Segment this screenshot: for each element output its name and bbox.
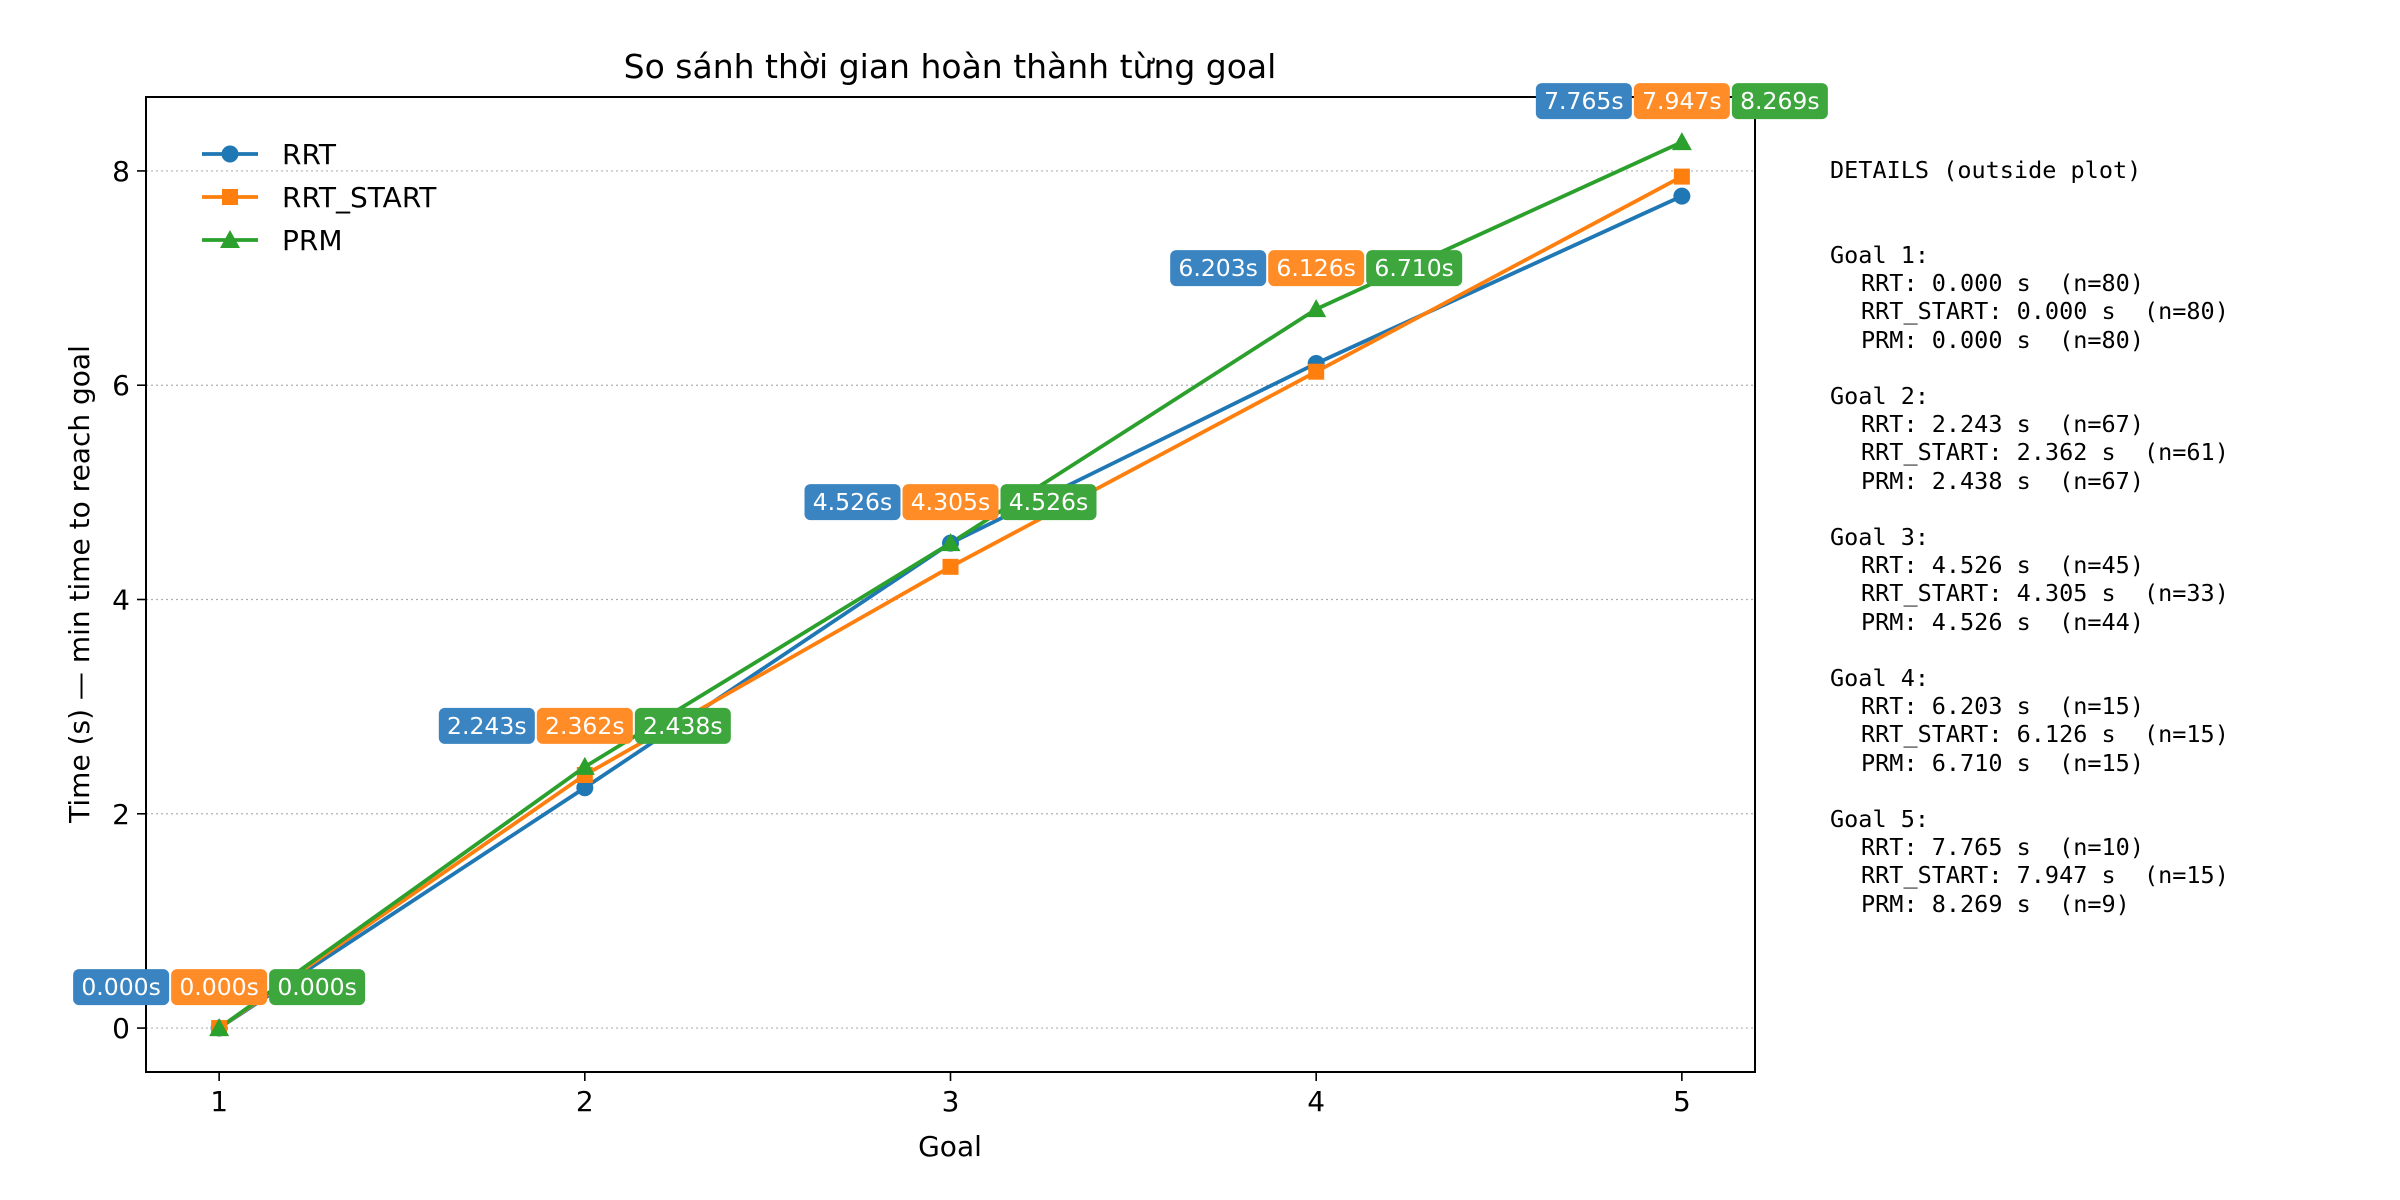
value-label-box <box>1000 484 1097 521</box>
value-label: 0.000s <box>277 973 357 1001</box>
details-goal-line: PRM: 4.526 s (n=44) <box>1861 607 2144 636</box>
details-goal-line: RRT: 7.765 s (n=10) <box>1861 833 2144 862</box>
details-goal-line: RRT: 6.203 s (n=15) <box>1861 692 2144 721</box>
legend-marker <box>222 189 238 205</box>
data-point <box>940 533 961 552</box>
details-goal-line: PRM: 8.269 s (n=9) <box>1861 889 2130 918</box>
y-tick-label: 4 <box>112 584 130 617</box>
value-label-box <box>171 969 268 1006</box>
value-label: 4.305s <box>911 488 991 516</box>
value-label-box <box>73 969 170 1006</box>
data-point <box>576 779 594 797</box>
details-goal-line: RRT: 4.526 s (n=45) <box>1861 551 2144 580</box>
value-label-box <box>1535 83 1632 120</box>
x-tick-label: 5 <box>1673 1085 1691 1118</box>
series-line-prm <box>218 140 1683 1030</box>
details-goal-title: Goal 5: <box>1830 805 1930 834</box>
y-gridlines <box>146 170 1755 1029</box>
value-label: 2.243s <box>447 712 527 740</box>
y-tick-label: 6 <box>112 369 130 402</box>
value-label: 4.526s <box>1009 488 1089 516</box>
value-label: 2.362s <box>545 712 625 740</box>
details-goal-block: Goal 4: RRT: 6.203 s (n=15) RRT_START: 6.1… <box>1830 664 2229 777</box>
details-panel: DETAILS (outside plot) Goal 1: RRT: 0.000… <box>1830 100 2229 974</box>
details-header: DETAILS (outside plot) <box>1830 156 2142 185</box>
value-label: 7.765s <box>1544 87 1624 115</box>
details-goal-line: PRM: 2.438 s (n=67) <box>1861 466 2144 495</box>
series-line-rrt <box>218 194 1683 1030</box>
value-label-box <box>1170 250 1267 287</box>
value-label-box <box>1268 250 1365 287</box>
series-markers <box>209 132 1692 1037</box>
value-label: 0.000s <box>179 973 259 1001</box>
y-tick-label: 2 <box>112 798 130 831</box>
value-label-box <box>1633 83 1730 120</box>
value-label: 0.000s <box>81 973 161 1001</box>
details-goal-line: RRT_START: 4.305 s (n=33) <box>1861 579 2229 608</box>
x-tick-label: 1 <box>210 1085 228 1118</box>
value-labels: 0.000s 0.000s 0.000s 2.243s 2.362s 2.438s 4.52… <box>73 83 1828 1006</box>
details-goal-title: Goal 3: <box>1830 523 1930 552</box>
data-point <box>209 1018 230 1037</box>
legend-marker <box>221 145 239 163</box>
legend-label: PRM <box>282 224 343 257</box>
details-goal-line: RRT_START: 6.126 s (n=15) <box>1861 720 2229 749</box>
data-point <box>574 756 595 775</box>
details-goal-block: Goal 2: RRT: 2.243 s (n=67) RRT_START: 2.3… <box>1830 382 2229 495</box>
value-label: 6.710s <box>1374 254 1454 282</box>
x-axis: 1 2 3 4 5 <box>210 1072 1691 1118</box>
value-label-box <box>438 707 535 744</box>
details-goal-line: RRT: 0.000 s (n=80) <box>1861 269 2144 298</box>
details-goal-block: Goal 1: RRT: 0.000 s (n=80) RRT_START: 0.0… <box>1830 241 2229 354</box>
legend: RRT RRT_START PRM <box>202 138 437 257</box>
y-tick-label: 8 <box>112 155 130 188</box>
details-goals: Goal 1: RRT: 0.000 s (n=80) RRT_START: 0.0… <box>1830 241 2229 918</box>
data-point <box>1308 363 1325 380</box>
value-label: 7.947s <box>1642 87 1722 115</box>
details-goal-title: Goal 4: <box>1830 664 1930 693</box>
y-axis: 0 2 4 6 8 <box>112 155 146 1045</box>
details-goal-line: RRT_START: 0.000 s (n=80) <box>1861 297 2229 326</box>
data-point <box>1671 132 1692 151</box>
legend-label: RRT <box>282 138 337 171</box>
details-goal-line: RRT: 2.243 s (n=67) <box>1861 410 2144 439</box>
legend-marker <box>220 230 240 248</box>
details-goal-line: PRM: 0.000 s (n=80) <box>1861 325 2144 354</box>
value-label: 6.203s <box>1178 254 1258 282</box>
value-label-box <box>902 484 999 521</box>
details-goal-title: Goal 2: <box>1830 382 1930 411</box>
value-label-box <box>1366 250 1463 287</box>
value-label-box <box>804 484 901 521</box>
y-axis-label: Time (s) — min time to reach goal <box>63 345 96 824</box>
value-label: 2.438s <box>643 712 723 740</box>
y-tick-label: 0 <box>112 1012 130 1045</box>
value-label-box <box>634 707 731 744</box>
value-label: 8.269s <box>1740 87 1820 115</box>
details-goal-line: PRM: 6.710 s (n=15) <box>1861 748 2144 777</box>
value-label-box <box>269 969 366 1006</box>
chart-title: So sánh thời gian hoàn thành từng goal <box>624 47 1277 86</box>
details-goal-title: Goal 1: <box>1830 241 1930 270</box>
plot-frame <box>145 96 1756 1073</box>
details-goal-line: RRT_START: 7.947 s (n=15) <box>1861 861 2229 890</box>
data-point <box>1673 168 1690 185</box>
value-label: 4.526s <box>813 488 893 516</box>
details-goal-block: Goal 5: RRT: 7.765 s (n=10) RRT_START: 7.9… <box>1830 805 2229 918</box>
x-tick-label: 4 <box>1307 1085 1325 1118</box>
series-lines <box>218 140 1683 1030</box>
series-line-rrt-start <box>218 174 1683 1030</box>
data-point <box>1306 299 1327 318</box>
value-label-box <box>1731 83 1828 120</box>
details-goal-block: Goal 3: RRT: 4.526 s (n=45) RRT_START: 4.3… <box>1830 523 2229 636</box>
x-axis-label: Goal <box>918 1130 982 1163</box>
data-point <box>942 558 959 575</box>
value-label: 6.126s <box>1276 254 1356 282</box>
x-tick-label: 2 <box>576 1085 594 1118</box>
details-goal-line: RRT_START: 2.362 s (n=61) <box>1861 438 2229 467</box>
data-point <box>1673 187 1691 205</box>
x-tick-label: 3 <box>942 1085 960 1118</box>
value-label-box <box>536 707 633 744</box>
legend-label: RRT_START <box>282 181 437 214</box>
